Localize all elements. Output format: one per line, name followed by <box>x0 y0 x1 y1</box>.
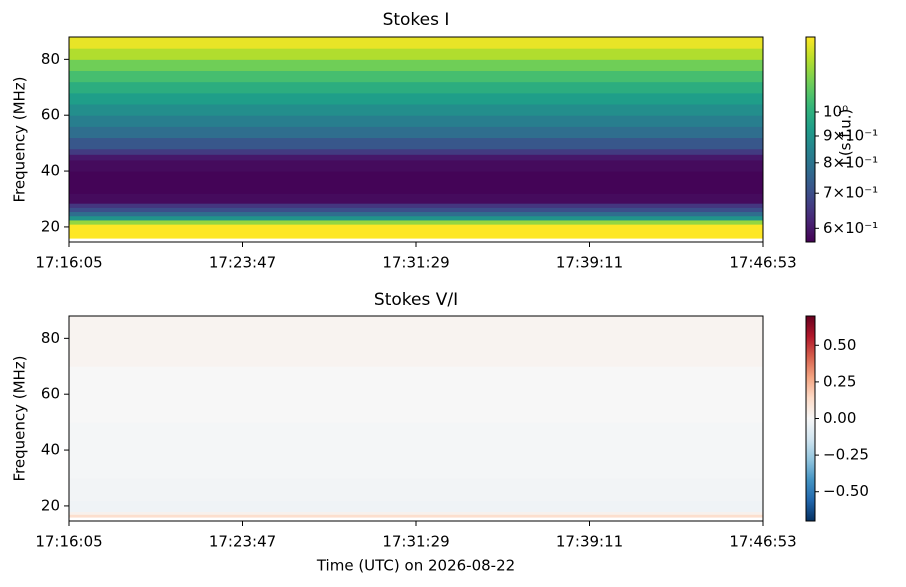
x-tick-label: 17:46:53 <box>729 254 796 272</box>
y-tick-label: 60 <box>41 385 60 403</box>
heatmap-band <box>69 37 763 49</box>
colorbar-tick-label: 0.00 <box>823 409 856 427</box>
heatmap-band <box>69 137 763 150</box>
heatmap-band <box>69 511 763 515</box>
y-tick-label: 80 <box>41 50 60 68</box>
x-axis-label: Time (UTC) on 2026-08-22 <box>316 557 515 575</box>
heatmap-band <box>69 104 763 116</box>
heatmap-band <box>69 59 763 72</box>
heatmap-band <box>69 154 763 161</box>
heatmap-band <box>69 48 763 60</box>
colorbar-tick-label: −0.50 <box>823 482 869 500</box>
heatmap-band <box>69 514 763 518</box>
x-tick-label: 17:39:11 <box>556 254 623 272</box>
x-tick-label: 17:39:11 <box>556 533 623 551</box>
heatmap-band <box>69 477 763 501</box>
x-tick-label: 17:31:29 <box>382 254 449 272</box>
y-tick-label: 20 <box>41 217 60 235</box>
heatmap-band <box>69 366 763 423</box>
heatmap-band <box>69 171 763 194</box>
heatmap-band <box>69 232 763 239</box>
heatmap-band <box>69 203 763 208</box>
colorbar-tick-label: 7×10⁻¹ <box>823 184 878 202</box>
heatmap-band <box>69 316 763 367</box>
colorbar-tick-label: 0.50 <box>823 336 856 354</box>
colorbar-tick-label: 10⁰ <box>823 102 848 120</box>
y-axis-label: Frequency (MHz) <box>11 355 29 481</box>
colorbar-label: I (s.f.u.) <box>837 109 855 166</box>
heatmap-band <box>69 92 763 105</box>
heatmap-band <box>69 219 763 225</box>
colorbar-tick-label: 9×10⁻¹ <box>823 126 878 144</box>
y-tick-label: 20 <box>41 496 60 514</box>
x-tick-label: 17:16:05 <box>35 254 102 272</box>
heatmap-band <box>69 422 763 479</box>
chart-title: Stokes V/I <box>374 290 458 310</box>
heatmap-band <box>69 126 763 139</box>
heatmap-band <box>69 224 763 234</box>
heatmap-band <box>69 81 763 94</box>
heatmap-band <box>69 159 763 172</box>
colorbar-tick-label: −0.25 <box>823 446 869 464</box>
x-tick-label: 17:23:47 <box>209 533 276 551</box>
y-tick-label: 80 <box>41 329 60 347</box>
heatmap-band <box>69 211 763 217</box>
y-tick-label: 40 <box>41 162 60 180</box>
chart-title: Stokes I <box>383 10 450 30</box>
x-tick-label: 17:46:53 <box>729 533 796 551</box>
x-tick-label: 17:23:47 <box>209 254 276 272</box>
heatmap-band <box>69 148 763 155</box>
colorbar <box>805 315 816 522</box>
x-tick-label: 17:16:05 <box>35 533 102 551</box>
colorbar-tick-label: 0.25 <box>823 372 856 390</box>
heatmap-band <box>69 207 763 213</box>
heatmap-band <box>69 215 763 221</box>
y-axis-label: Frequency (MHz) <box>11 76 29 202</box>
colorbar-tick-label: 8×10⁻¹ <box>823 153 878 171</box>
colorbar-tick-label: 6×10⁻¹ <box>823 219 878 237</box>
heatmap-band <box>69 115 763 127</box>
y-tick-label: 60 <box>41 106 60 124</box>
colorbar <box>805 36 816 243</box>
heatmap-band <box>69 193 763 204</box>
y-tick-label: 40 <box>41 441 60 459</box>
x-tick-label: 17:31:29 <box>382 533 449 551</box>
heatmap-band <box>69 70 763 83</box>
heatmap-band <box>69 500 763 513</box>
